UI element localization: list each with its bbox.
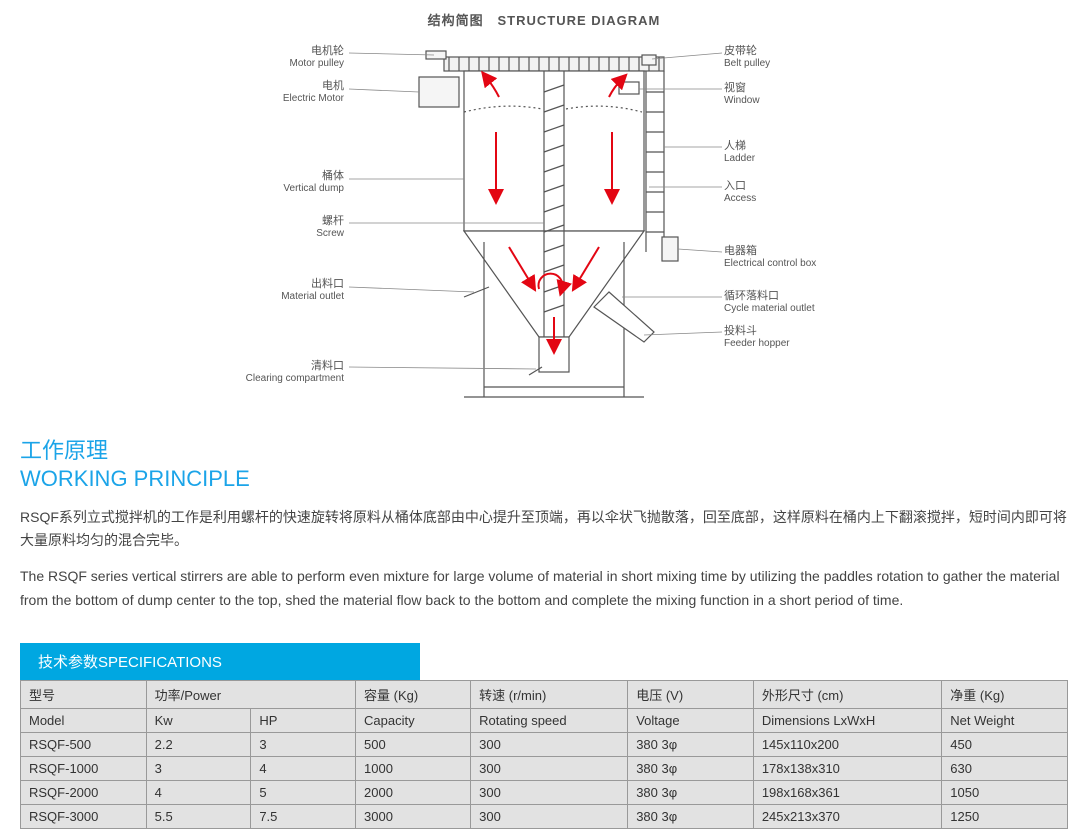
label-clearing-compartment: 清料口 Clearing compartment [246, 357, 344, 384]
label-feeder-hopper: 投料斗 Feeder hopper [724, 322, 790, 349]
working-principle-heading-cn: 工作原理 [20, 437, 1068, 466]
th-model-cn: 型号 [21, 680, 147, 708]
diagram-title-en: STRUCTURE DIAGRAM [497, 13, 660, 28]
table-cell: 380 3φ [628, 732, 754, 756]
table-cell: RSQF-2000 [21, 780, 147, 804]
th-capacity-en: Capacity [356, 708, 471, 732]
table-cell: RSQF-3000 [21, 804, 147, 828]
th-voltage-cn: 电压 (V) [628, 680, 754, 708]
table-cell: 198x168x361 [753, 780, 941, 804]
table-row: RSQF-30005.57.53000300380 3φ245x213x3701… [21, 804, 1068, 828]
th-hp: HP [251, 708, 356, 732]
label-electric-motor: 电机 Electric Motor [283, 77, 344, 104]
table-cell: 300 [471, 804, 628, 828]
table-cell: 5 [251, 780, 356, 804]
table-cell: 3 [146, 756, 251, 780]
label-window: 视窗 Window [724, 79, 760, 106]
table-cell: 245x213x370 [753, 804, 941, 828]
table-cell: 500 [356, 732, 471, 756]
label-material-outlet: 出料口 Material outlet [281, 275, 344, 302]
th-dims-cn: 外形尺寸 (cm) [753, 680, 941, 708]
table-cell: 178x138x310 [753, 756, 941, 780]
table-cell: 380 3φ [628, 780, 754, 804]
diagram-title-cn: 结构简图 [428, 13, 484, 28]
th-dims-en: Dimensions LxWxH [753, 708, 941, 732]
th-speed-en: Rotating speed [471, 708, 628, 732]
table-cell: 300 [471, 732, 628, 756]
th-net-en: Net Weight [942, 708, 1068, 732]
table-cell: 4 [146, 780, 251, 804]
label-ladder: 人梯 Ladder [724, 137, 755, 164]
table-header-row-1: 型号 功率/Power 容量 (Kg) 转速 (r/min) 电压 (V) 外形… [21, 680, 1068, 708]
spec-header-bar: 技术参数SPECIFICATIONS [20, 643, 420, 680]
table-cell: 3000 [356, 804, 471, 828]
table-cell: 3 [251, 732, 356, 756]
table-row: RSQF-2000452000300380 3φ198x168x3611050 [21, 780, 1068, 804]
table-header-row-2: Model Kw HP Capacity Rotating speed Volt… [21, 708, 1068, 732]
th-voltage-en: Voltage [628, 708, 754, 732]
th-power-cn: 功率/Power [146, 680, 355, 708]
table-cell: 2.2 [146, 732, 251, 756]
th-kw: Kw [146, 708, 251, 732]
table-cell: 380 3φ [628, 756, 754, 780]
working-principle-section: 工作原理 WORKING PRINCIPLE RSQF系列立式搅拌机的工作是利用… [20, 437, 1068, 613]
table-cell: 1050 [942, 780, 1068, 804]
working-principle-text-en: The RSQF series vertical stirrers are ab… [20, 565, 1068, 613]
table-cell: 4 [251, 756, 356, 780]
table-row: RSQF-1000341000300380 3φ178x138x310630 [21, 756, 1068, 780]
table-cell: 7.5 [251, 804, 356, 828]
working-principle-heading-en: WORKING PRINCIPLE [20, 466, 1068, 492]
label-belt-pulley: 皮带轮 Belt pulley [724, 42, 770, 69]
structure-diagram: 结构简图 STRUCTURE DIAGRAM 电机轮 Motor pulley … [144, 10, 944, 407]
machine-svg [144, 37, 944, 407]
table-cell: 5.5 [146, 804, 251, 828]
label-motor-pulley: 电机轮 Motor pulley [290, 42, 344, 69]
table-cell: 300 [471, 756, 628, 780]
th-net-cn: 净重 (Kg) [942, 680, 1068, 708]
label-access: 入口 Access [724, 177, 756, 204]
table-row: RSQF-5002.23500300380 3φ145x110x200450 [21, 732, 1068, 756]
specifications-section: 技术参数SPECIFICATIONS 型号 功率/Power 容量 (Kg) 转… [20, 625, 1068, 829]
spec-table: 型号 功率/Power 容量 (Kg) 转速 (r/min) 电压 (V) 外形… [20, 680, 1068, 829]
diagram-title: 结构简图 STRUCTURE DIAGRAM [144, 10, 944, 29]
table-cell: 450 [942, 732, 1068, 756]
label-screw: 螺杆 Screw [316, 212, 344, 239]
th-speed-cn: 转速 (r/min) [471, 680, 628, 708]
th-capacity-cn: 容量 (Kg) [356, 680, 471, 708]
table-cell: 300 [471, 780, 628, 804]
table-cell: 630 [942, 756, 1068, 780]
table-cell: RSQF-500 [21, 732, 147, 756]
label-electrical-control-box: 电器箱 Electrical control box [724, 242, 816, 269]
table-cell: 145x110x200 [753, 732, 941, 756]
table-cell: 1250 [942, 804, 1068, 828]
table-cell: 2000 [356, 780, 471, 804]
label-vertical-dump: 桶体 Vertical dump [283, 167, 344, 194]
table-cell: 380 3φ [628, 804, 754, 828]
label-cycle-material-outlet: 循环落料口 Cycle material outlet [724, 287, 815, 314]
table-cell: 1000 [356, 756, 471, 780]
table-cell: RSQF-1000 [21, 756, 147, 780]
th-model-en: Model [21, 708, 147, 732]
working-principle-text-cn: RSQF系列立式搅拌机的工作是利用螺杆的快速旋转将原料从桶体底部由中心提升至顶端… [20, 506, 1068, 554]
